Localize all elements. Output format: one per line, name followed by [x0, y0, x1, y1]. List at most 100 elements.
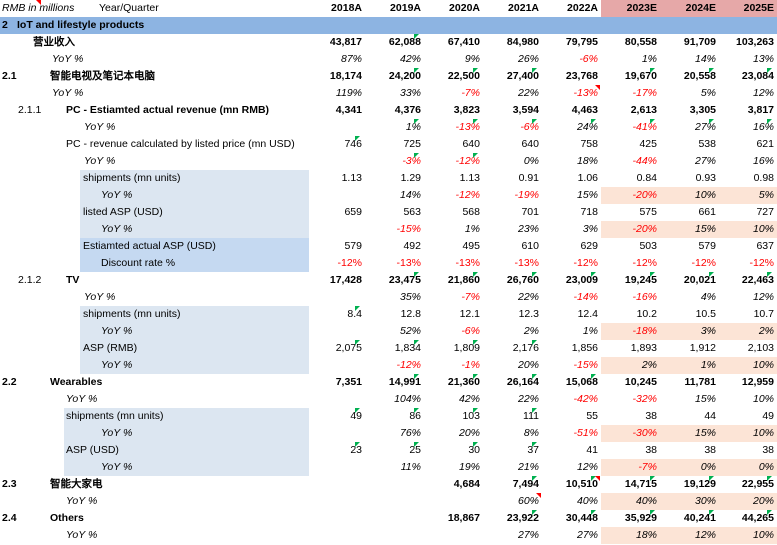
value-cell[interactable]: 40%	[635, 495, 657, 507]
value-cell[interactable]: 30%	[694, 495, 716, 507]
value-cell[interactable]: 1.06	[577, 172, 598, 184]
value-cell[interactable]: 104%	[394, 393, 421, 405]
value-cell[interactable]: 12.3	[518, 308, 539, 320]
value-cell[interactable]: 659	[344, 206, 362, 218]
value-cell[interactable]: 23,084	[741, 70, 774, 82]
value-cell[interactable]: 16%	[752, 155, 774, 167]
value-cell[interactable]: 22%	[517, 291, 539, 303]
value-cell[interactable]: 4,684	[453, 478, 480, 490]
value-cell[interactable]: 0%	[700, 461, 716, 473]
row-label[interactable]: Estiamted actual ASP (USD)	[83, 240, 216, 252]
value-cell[interactable]: 26%	[517, 53, 539, 65]
value-cell[interactable]: -7%	[461, 291, 480, 303]
year-header[interactable]: 2020A	[449, 2, 480, 14]
value-cell[interactable]: 40,241	[683, 512, 716, 524]
row-label[interactable]: shipments (mn units)	[83, 172, 181, 184]
value-cell[interactable]: 12.4	[577, 308, 598, 320]
value-cell[interactable]	[309, 425, 365, 442]
value-cell[interactable]: 5%	[758, 189, 774, 201]
value-cell[interactable]: -12%	[632, 257, 657, 269]
value-cell[interactable]: 1%	[582, 325, 598, 337]
value-cell[interactable]: 3%	[582, 223, 598, 235]
value-cell[interactable]: -12%	[455, 189, 480, 201]
value-cell[interactable]: 4,463	[571, 104, 598, 116]
value-cell[interactable]: 49	[350, 410, 362, 422]
value-cell[interactable]: -51%	[573, 427, 598, 439]
row-label[interactable]: listed ASP (USD)	[83, 206, 163, 218]
row-label[interactable]: YoY %	[66, 529, 98, 541]
value-cell[interactable]: 563	[403, 206, 421, 218]
year-header[interactable]: 2018A	[331, 2, 362, 14]
value-cell[interactable]: 30,448	[565, 512, 598, 524]
value-cell[interactable]: 661	[698, 206, 716, 218]
row-label[interactable]: YoY %	[84, 155, 116, 167]
value-cell[interactable]: 10.5	[695, 308, 716, 320]
value-cell[interactable]: 10%	[752, 223, 774, 235]
value-cell[interactable]: 22,500	[447, 70, 480, 82]
value-cell[interactable]: 8%	[523, 427, 539, 439]
value-cell[interactable]: 12.8	[400, 308, 421, 320]
section-title[interactable]: IoT and lifestyle products	[17, 19, 145, 31]
value-cell[interactable]: -12%	[455, 155, 480, 167]
value-cell[interactable]: 22,955	[741, 478, 774, 490]
value-cell[interactable]: 0.84	[636, 172, 657, 184]
value-cell[interactable]: 44	[704, 410, 716, 422]
value-cell[interactable]: -13%	[455, 121, 480, 133]
year-header[interactable]: 2022A	[567, 2, 598, 14]
value-cell[interactable]: 4%	[700, 291, 716, 303]
value-cell[interactable]: 25	[409, 444, 421, 456]
value-cell[interactable]	[309, 476, 365, 493]
row-label[interactable]: PC - revenue calculated by listed price …	[66, 138, 295, 150]
value-cell[interactable]: -30%	[632, 427, 657, 439]
value-cell[interactable]: -6%	[461, 325, 480, 337]
value-cell[interactable]: 13%	[752, 53, 774, 65]
year-header[interactable]: 2023E	[601, 0, 660, 17]
value-cell[interactable]	[365, 476, 424, 493]
row-label[interactable]: 智能大家电	[50, 478, 103, 490]
row-label[interactable]: YoY %	[101, 189, 133, 201]
value-cell[interactable]: 35%	[399, 291, 421, 303]
value-cell[interactable]: -42%	[573, 393, 598, 405]
value-cell[interactable]: 10%	[752, 393, 774, 405]
row-label[interactable]: YoY %	[84, 121, 116, 133]
value-cell[interactable]: 79,795	[565, 36, 598, 48]
value-cell[interactable]: -12%	[691, 257, 716, 269]
row-label[interactable]: YoY %	[66, 495, 98, 507]
value-cell[interactable]: 20,021	[683, 274, 716, 286]
value-cell[interactable]: 119%	[335, 87, 362, 99]
value-cell[interactable]: 76%	[399, 427, 421, 439]
value-cell[interactable]: 11,781	[684, 376, 716, 388]
value-cell[interactable]: 12,959	[741, 376, 774, 388]
value-cell[interactable]: 18,174	[329, 70, 362, 82]
value-cell[interactable]: 7,494	[512, 478, 539, 490]
value-cell[interactable]: 86	[409, 410, 421, 422]
value-cell[interactable]	[309, 527, 365, 544]
value-cell[interactable]: 15,068	[565, 376, 598, 388]
value-cell[interactable]: 62,088	[388, 36, 421, 48]
value-cell[interactable]: 12%	[752, 291, 774, 303]
value-cell[interactable]: 21,860	[447, 274, 480, 286]
value-cell[interactable]: 23,768	[565, 70, 598, 82]
value-cell[interactable]: 2,103	[747, 342, 774, 354]
value-cell[interactable]: -20%	[632, 189, 657, 201]
value-cell[interactable]: 111	[523, 410, 539, 422]
value-cell[interactable]: 1,856	[571, 342, 598, 354]
value-cell[interactable]: 758	[580, 138, 598, 150]
value-cell[interactable]: 87%	[340, 53, 362, 65]
value-cell[interactable]: 17,428	[329, 274, 362, 286]
value-cell[interactable]	[309, 289, 365, 306]
value-cell[interactable]: 14,715	[624, 478, 657, 490]
value-cell[interactable]: -41%	[632, 121, 657, 133]
value-cell[interactable]: 20%	[752, 495, 774, 507]
value-cell[interactable]: 1%	[464, 223, 480, 235]
value-cell[interactable]: 621	[756, 138, 774, 150]
value-cell[interactable]: 1.13	[341, 172, 362, 184]
value-cell[interactable]	[309, 187, 365, 204]
value-cell[interactable]: 0%	[758, 461, 774, 473]
value-cell[interactable]: 20%	[458, 427, 480, 439]
value-cell[interactable]: 41	[586, 444, 598, 456]
value-cell[interactable]: 23,475	[388, 274, 421, 286]
value-cell[interactable]	[309, 153, 365, 170]
value-cell[interactable]: 425	[639, 138, 657, 150]
row-label[interactable]: YoY %	[101, 223, 133, 235]
